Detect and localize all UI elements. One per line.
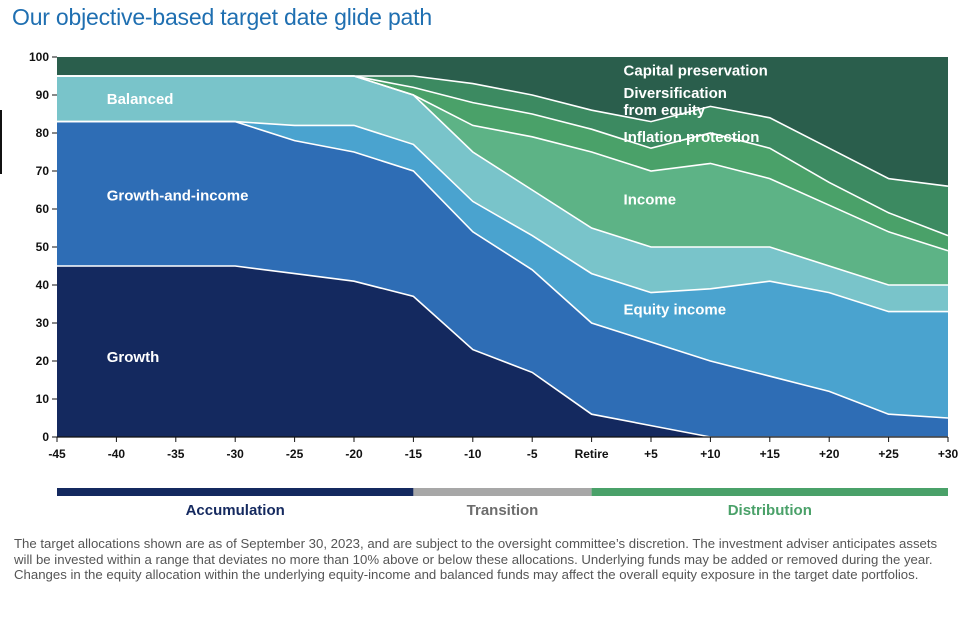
area-layers xyxy=(57,57,948,437)
label-diversification: Diversification xyxy=(624,85,727,102)
y-tick-label: 30 xyxy=(36,316,50,330)
boundary-line xyxy=(57,120,948,313)
y-tick-label: 60 xyxy=(36,202,50,216)
area-growth-and-income xyxy=(57,121,948,437)
axes: 0 10 20 30 40 50 60 70 80 90 100 -45 -40 -35 -30 -25 -20… xyxy=(29,50,959,461)
x-tick-label: -30 xyxy=(227,447,245,461)
phase-bar-distribution xyxy=(591,488,948,496)
x-tick-label: +10 xyxy=(700,447,721,461)
x-tick-label: -35 xyxy=(167,447,185,461)
y-tick-label: 0 xyxy=(42,430,49,444)
area-inflation-protection xyxy=(57,76,948,251)
x-tick-label: -25 xyxy=(286,447,304,461)
area-labels: Capital preservation Diversificationfrom … xyxy=(107,62,768,366)
x-tick-label: -40 xyxy=(108,447,126,461)
y-tick-label: 20 xyxy=(36,354,50,368)
label-balanced: Balanced xyxy=(107,91,174,108)
label-growth: Growth xyxy=(107,349,160,366)
y-tick-label: 90 xyxy=(36,88,50,102)
x-tick-label: Retire xyxy=(575,447,609,461)
area-diversification-from-equity xyxy=(57,76,948,236)
chart-title: Our objective-based target date glide pa… xyxy=(12,4,432,30)
label-inflation-protection: Inflation protection xyxy=(624,129,760,146)
phase-bar: Accumulation Transition Distribution xyxy=(57,488,948,519)
x-tick-label: +25 xyxy=(878,447,899,461)
phase-label-distribution: Distribution xyxy=(728,502,812,519)
phase-bar-accumulation xyxy=(57,488,414,496)
label-equity-income: Equity income xyxy=(624,302,727,319)
y-tick-label: 100 xyxy=(29,50,49,64)
area-capital-preservation xyxy=(57,57,948,187)
area-growth xyxy=(57,266,948,437)
footnote: The target allocations shown are as of S… xyxy=(14,536,938,582)
x-tick-label: -45 xyxy=(48,447,66,461)
x-tick-label: -15 xyxy=(405,447,423,461)
x-tick-label: +30 xyxy=(938,447,959,461)
area-equity-income xyxy=(57,121,948,418)
y-tick-label: 50 xyxy=(36,240,50,254)
label-from-equity: from equity xyxy=(624,102,706,119)
left-edge-marker xyxy=(0,110,2,174)
area-balanced xyxy=(57,76,948,312)
area-income xyxy=(57,76,948,285)
x-tick-label: -20 xyxy=(345,447,363,461)
label-capital-preservation: Capital preservation xyxy=(624,62,768,79)
label-income: Income xyxy=(624,192,677,209)
label-growth-and-income: Growth-and-income xyxy=(107,188,249,205)
y-tick-label: 80 xyxy=(36,126,50,140)
boundary-line xyxy=(57,75,949,187)
x-tick-label: +20 xyxy=(819,447,840,461)
y-tick-label: 40 xyxy=(36,278,50,292)
x-tick-label: -5 xyxy=(527,447,538,461)
glide-path-chart: 0 10 20 30 40 50 60 70 80 90 100 -45 -40 -35 -30 -25 -20… xyxy=(29,50,959,519)
x-tick-label: +5 xyxy=(644,447,658,461)
phase-bar-transition xyxy=(413,488,592,496)
y-tick-label: 10 xyxy=(36,392,50,406)
y-tick-label: 70 xyxy=(36,164,50,178)
phase-label-transition: Transition xyxy=(467,502,539,519)
phase-label-accumulation: Accumulation xyxy=(186,502,285,519)
series-boundaries xyxy=(57,75,949,438)
x-tick-label: +15 xyxy=(760,447,781,461)
x-tick-label: -10 xyxy=(464,447,482,461)
